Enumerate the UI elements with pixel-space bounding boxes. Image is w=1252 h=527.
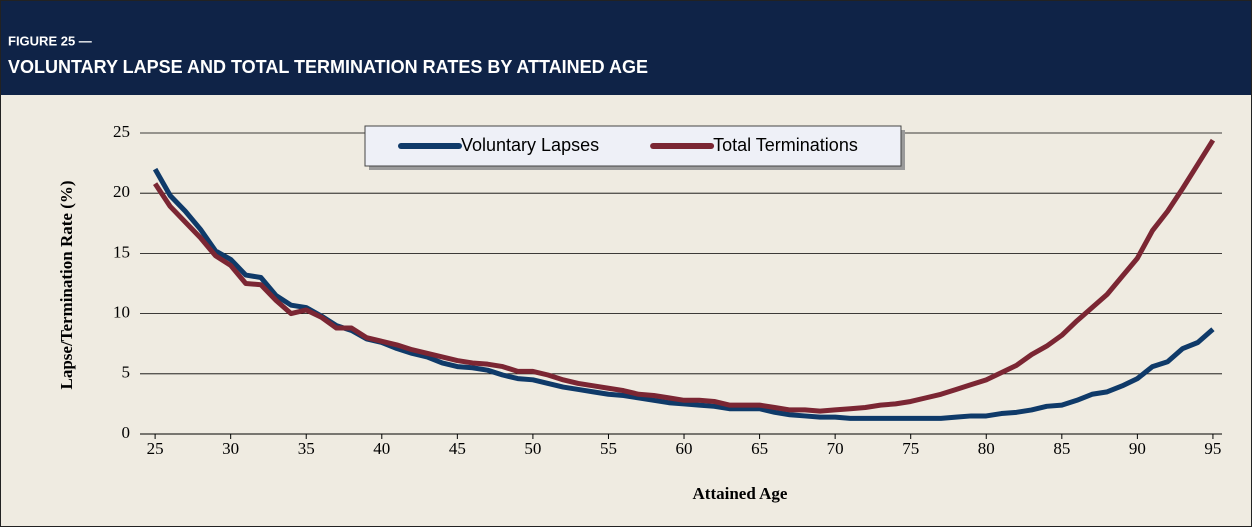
y-tick-label: 5 xyxy=(122,363,131,382)
x-tick-label: 75 xyxy=(902,439,919,458)
x-tick-label: 90 xyxy=(1129,439,1146,458)
legend-label: Total Terminations xyxy=(713,135,858,155)
legend-label: Voluntary Lapses xyxy=(461,135,599,155)
series-line xyxy=(153,138,1216,414)
y-tick-label: 10 xyxy=(113,303,130,322)
x-tick-label: 85 xyxy=(1053,439,1070,458)
figure-label: FIGURE 25 — xyxy=(8,33,92,48)
y-tick-label: 0 xyxy=(122,423,131,442)
x-tick-label: 70 xyxy=(827,439,844,458)
x-tick-label: 80 xyxy=(978,439,995,458)
y-tick-label: 25 xyxy=(113,122,130,141)
y-tick-label: 15 xyxy=(113,242,130,261)
x-tick-label: 60 xyxy=(676,439,693,458)
x-tick-label: 25 xyxy=(147,439,164,458)
header-band xyxy=(0,0,1252,95)
x-tick-label: 35 xyxy=(298,439,315,458)
x-tick-label: 45 xyxy=(449,439,466,458)
x-tick-label: 40 xyxy=(373,439,390,458)
x-tick-label: 50 xyxy=(524,439,541,458)
x-tick-label: 65 xyxy=(751,439,768,458)
figure-title: VOLUNTARY LAPSE AND TOTAL TERMINATION RA… xyxy=(8,57,648,77)
x-tick-label: 55 xyxy=(600,439,617,458)
y-axis-label: Lapse/Termination Rate (%) xyxy=(57,180,76,389)
y-tick-label: 20 xyxy=(113,182,130,201)
x-axis-label: Attained Age xyxy=(693,484,788,503)
x-tick-label: 30 xyxy=(222,439,239,458)
x-tick-label: 95 xyxy=(1204,439,1221,458)
